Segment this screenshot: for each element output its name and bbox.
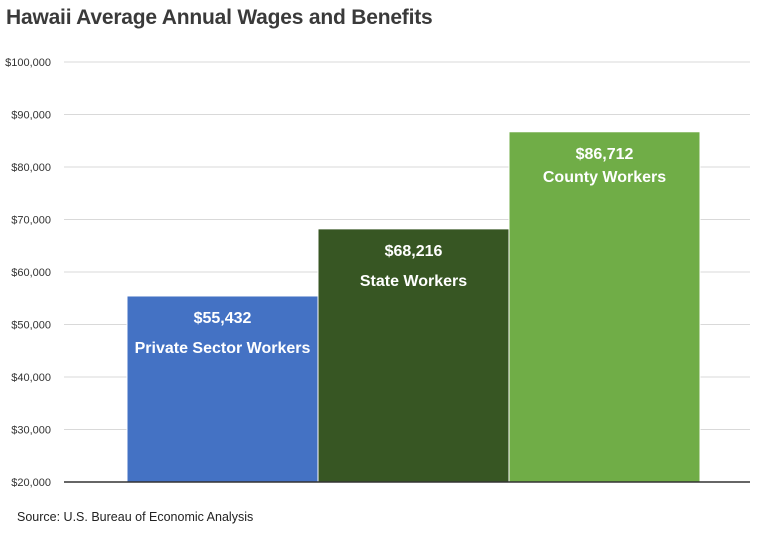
y-tick-label: $60,000 [11, 267, 51, 279]
y-tick-label: $80,000 [11, 162, 51, 174]
bar-value-label: $55,432 [194, 310, 252, 327]
bar [508, 131, 701, 483]
y-tick-label: $30,000 [11, 425, 51, 437]
bar [317, 228, 510, 483]
bar-category-label: State Workers [360, 273, 467, 290]
y-tick-label: $50,000 [11, 320, 51, 332]
y-tick-label: $40,000 [11, 372, 51, 384]
y-tick-label: $90,000 [11, 110, 51, 122]
bar-category-label: County Workers [543, 169, 666, 186]
y-tick-label: $100,000 [5, 57, 51, 69]
y-axis-ticks: $20,000 $30,000 $40,000 $50,000 $60,000 $70,0… [5, 57, 51, 489]
bars [126, 131, 701, 483]
y-tick-label: $20,000 [11, 477, 51, 489]
source-note: Source: U.S. Bureau of Economic Analysis [17, 510, 254, 524]
bar-category-label: Private Sector Workers [135, 340, 311, 357]
bar-value-label: $86,712 [576, 146, 634, 163]
y-tick-label: $70,000 [11, 215, 51, 227]
bar-value-label: $68,216 [385, 243, 443, 260]
bar-labels: $55,432 Private Sector Workers $68,216 Stat… [135, 146, 667, 357]
chart-title: Hawaii Average Annual Wages and Benefits [6, 6, 433, 29]
